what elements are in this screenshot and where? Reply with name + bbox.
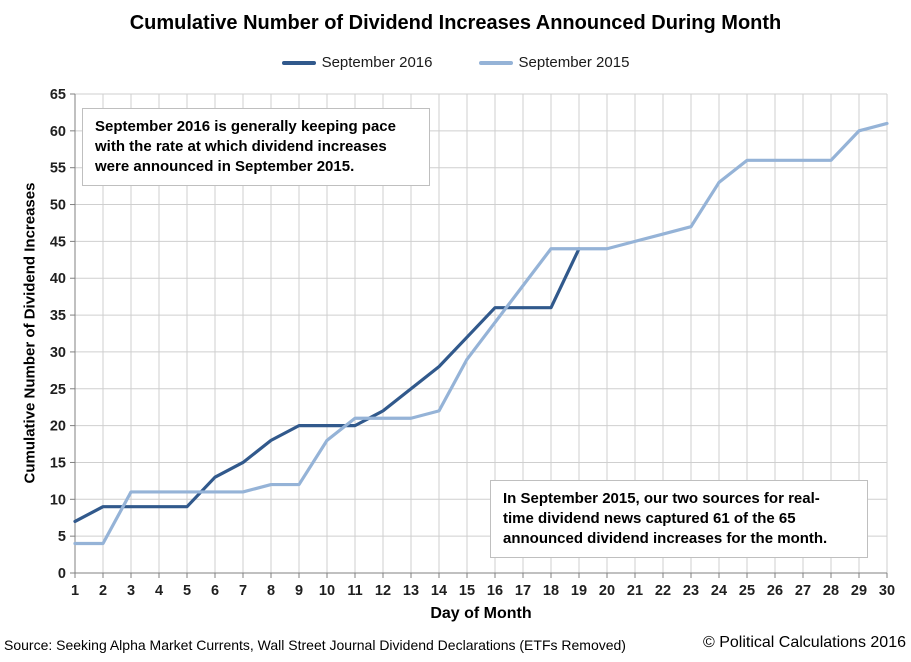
- y-tick-label: 25: [50, 382, 66, 398]
- x-tick-label: 4: [155, 583, 163, 599]
- source-note: Source: Seeking Alpha Market Currents, W…: [4, 637, 626, 653]
- y-tick-label: 45: [50, 234, 66, 250]
- x-tick-label: 29: [851, 583, 867, 599]
- x-tick-label: 26: [767, 583, 783, 599]
- annotation-keeping-pace: September 2016 is generally keeping pace…: [82, 108, 430, 186]
- x-tick-label: 1: [71, 583, 79, 599]
- x-tick-label: 23: [683, 583, 699, 599]
- x-tick-label: 13: [403, 583, 419, 599]
- y-tick-label: 15: [50, 455, 66, 471]
- x-tick-label: 20: [599, 583, 615, 599]
- series-line-september-2015: [73, 121, 889, 546]
- legend-swatch-september-2016: [281, 60, 316, 65]
- x-axis-title: Day of Month: [430, 605, 532, 622]
- x-tick-label: 15: [459, 583, 475, 599]
- x-tick-label: 19: [571, 583, 587, 599]
- y-tick-label: 20: [50, 419, 66, 435]
- y-tick-label: 10: [50, 492, 66, 508]
- legend: September 2016 September 2015: [0, 54, 911, 71]
- x-tick-label: 7: [239, 583, 247, 599]
- copyright-note: © Political Calculations 2016: [702, 634, 906, 651]
- x-tick-label: 28: [823, 583, 839, 599]
- x-tick-label: 21: [627, 583, 643, 599]
- x-tick-label: 27: [795, 583, 811, 599]
- y-tick-label: 30: [50, 345, 66, 361]
- annotation-sources-captured: In September 2015, our two sources for r…: [490, 480, 868, 558]
- x-tick-label: 3: [127, 583, 135, 599]
- x-tick-label: 6: [211, 583, 219, 599]
- x-tick-label: 9: [295, 583, 303, 599]
- series-line-september-2016: [73, 247, 581, 524]
- x-tick-label: 16: [487, 583, 503, 599]
- y-tick-label: 60: [50, 124, 66, 140]
- legend-item-september-2015: September 2015: [478, 54, 630, 71]
- legend-label-september-2015: September 2015: [518, 54, 630, 71]
- legend-label-september-2016: September 2016: [321, 54, 433, 71]
- x-tick-label: 30: [879, 583, 895, 599]
- y-tick-label: 50: [50, 198, 66, 214]
- chart-title: Cumulative Number of Dividend Increases …: [129, 12, 782, 34]
- x-tick-label: 24: [711, 583, 727, 599]
- y-tick-label: 0: [58, 566, 66, 582]
- y-tick-label: 40: [50, 271, 66, 287]
- x-tick-label: 2: [99, 583, 107, 599]
- x-tick-label: 8: [267, 583, 275, 599]
- y-tick-label: 5: [58, 529, 66, 545]
- y-tick-label: 65: [50, 87, 66, 103]
- x-tick-label: 22: [655, 583, 671, 599]
- x-tick-label: 18: [543, 583, 559, 599]
- x-tick-label: 11: [347, 583, 362, 599]
- y-tick-label: 35: [50, 308, 66, 324]
- y-axis-title: Cumulative Number of Dividend Increases: [21, 182, 39, 484]
- x-tick-label: 10: [319, 583, 335, 599]
- x-tick-label: 17: [515, 583, 531, 599]
- x-tick-label: 5: [183, 583, 191, 599]
- x-tick-label: 14: [431, 583, 447, 599]
- legend-item-september-2016: September 2016: [281, 54, 433, 71]
- legend-swatch-september-2015: [478, 60, 513, 65]
- x-tick-label: 12: [375, 583, 391, 599]
- x-tick-label: 25: [739, 583, 755, 599]
- y-tick-label: 55: [50, 161, 66, 177]
